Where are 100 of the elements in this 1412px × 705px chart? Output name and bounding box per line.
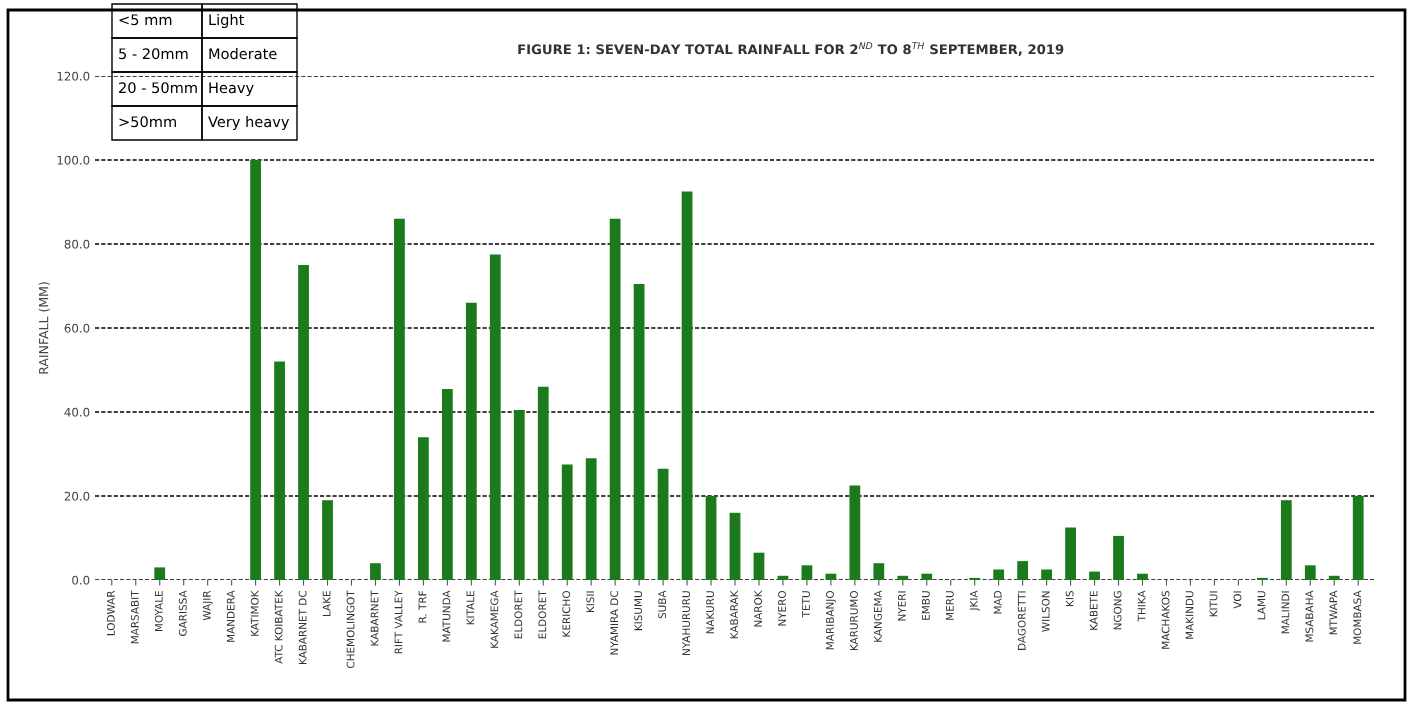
bar bbox=[1256, 577, 1268, 580]
x-tick-label: KARURUMO bbox=[849, 591, 858, 651]
x-tick-label: KABETE bbox=[1089, 591, 1098, 630]
x-tick-label: RIFT VALLEY bbox=[394, 590, 403, 654]
chart-title: FIGURE 1: SEVEN-DAY TOTAL RAINFALL FOR 2$^{ND}$ TO 8$^{TH}$ SEPTEMBER, 2019 bbox=[518, 42, 1064, 56]
y-tick-label: 60.0 bbox=[64, 323, 90, 333]
x-tick-label: VOI bbox=[1233, 591, 1242, 609]
x-tick-label: MSABAHA bbox=[1305, 590, 1314, 642]
x-tick-label: KABARNET bbox=[370, 590, 379, 646]
x-tick-label: KANGEMA bbox=[873, 590, 882, 642]
bar bbox=[441, 388, 453, 580]
x-tick-label: NYAMIRA DC bbox=[610, 590, 619, 655]
x-tick-label: MOYALE bbox=[154, 591, 163, 632]
bar bbox=[465, 302, 477, 580]
annotation: Very heavy bbox=[208, 115, 290, 131]
bar bbox=[993, 569, 1005, 580]
bar bbox=[1089, 571, 1100, 580]
bar bbox=[537, 386, 549, 580]
bar bbox=[1065, 527, 1076, 580]
x-tick-label: NYAHURURU bbox=[682, 591, 691, 656]
bar bbox=[394, 218, 405, 580]
bar bbox=[489, 254, 501, 580]
x-tick-label: LAMU bbox=[1257, 591, 1266, 620]
text: Light bbox=[209, 13, 245, 29]
text: 5 - 20mm bbox=[119, 48, 188, 60]
annotation: 20 - 50mm bbox=[119, 82, 197, 94]
x-tick-label: MACHAKOS bbox=[1161, 591, 1170, 649]
x-tick-label: WILSON bbox=[1041, 591, 1050, 632]
x-tick-label: MANDERA bbox=[226, 590, 235, 642]
bar bbox=[370, 563, 381, 580]
x-tick-label: NYERI bbox=[898, 591, 906, 621]
bar bbox=[609, 218, 621, 580]
x-tick-label: CHEMOLINGOT bbox=[346, 590, 355, 669]
x-tick-label: KATIMOK bbox=[250, 590, 259, 636]
x-tick-label: SUBA bbox=[658, 590, 667, 619]
bar bbox=[825, 573, 837, 580]
x-tick-label: GARISSA bbox=[178, 590, 187, 636]
x-tick-label: NYERO bbox=[778, 591, 786, 626]
bar bbox=[154, 567, 166, 580]
bar bbox=[873, 563, 885, 580]
x-tick-label: KABARAK bbox=[730, 590, 738, 639]
bar bbox=[705, 496, 717, 580]
x-tick-label: LODWAR bbox=[106, 590, 115, 636]
bar bbox=[250, 160, 261, 580]
text: Moderate bbox=[209, 47, 277, 60]
bar bbox=[322, 500, 333, 580]
x-tick-label: MARSABIT bbox=[130, 590, 139, 644]
x-tick-label: KISUMU bbox=[634, 591, 643, 631]
annotation: Heavy bbox=[209, 82, 254, 97]
x-tick-label: JKIA bbox=[969, 590, 980, 612]
x-tick-label: KIS bbox=[1065, 591, 1074, 606]
y-tick-label: 100.0 bbox=[57, 155, 90, 165]
x-tick-label: MAD bbox=[993, 591, 1002, 614]
bar bbox=[1113, 535, 1124, 580]
x-tick-label: MATUNDA bbox=[442, 590, 451, 642]
x-tick-label: NAKURU bbox=[706, 591, 715, 634]
bar bbox=[801, 565, 813, 580]
x-tick-label: DAGORETTI bbox=[1017, 591, 1026, 650]
y-tick-label: 80.0 bbox=[64, 239, 90, 249]
bar bbox=[1280, 500, 1292, 580]
bar bbox=[729, 512, 741, 580]
bar bbox=[681, 191, 693, 580]
x-tick-label: MTWAPA bbox=[1329, 590, 1338, 635]
bar bbox=[513, 409, 525, 580]
bar bbox=[298, 265, 309, 580]
x-tick-label: EMBU bbox=[922, 591, 930, 620]
x-tick-label: NGONG bbox=[1113, 591, 1122, 630]
bar bbox=[1137, 573, 1148, 580]
x-tick-label: TETU bbox=[802, 591, 810, 618]
x-tick-label: KERICHO bbox=[562, 591, 571, 637]
y-axis-title: RAINFALL (MM) bbox=[38, 282, 50, 374]
bar bbox=[969, 577, 981, 580]
x-tick-label: R. TRF bbox=[418, 591, 427, 623]
bar bbox=[1017, 561, 1029, 580]
x-tick-label: KAKAMEGA bbox=[490, 590, 499, 648]
x-tick-label: NAROK bbox=[754, 590, 762, 627]
x-tick-label: THIKA bbox=[1137, 590, 1146, 622]
annotation: >50mm bbox=[119, 116, 176, 128]
x-tick-label: MAKINDU bbox=[1185, 591, 1194, 639]
bar bbox=[753, 552, 765, 580]
x-tick-label: ELDORET bbox=[514, 590, 523, 639]
bar bbox=[1304, 565, 1316, 580]
bar bbox=[561, 464, 573, 580]
bar bbox=[418, 437, 429, 580]
bar bbox=[657, 468, 669, 580]
bar bbox=[274, 361, 285, 580]
x-tick-label: MERU bbox=[946, 591, 954, 620]
bar bbox=[921, 573, 933, 580]
x-tick-label: WAJIR bbox=[202, 590, 213, 621]
bar bbox=[585, 458, 597, 580]
x-tick-label: MOMBASA bbox=[1353, 590, 1362, 644]
x-tick-label: KITUI bbox=[1209, 591, 1218, 617]
x-tick-label: KABARNET DC bbox=[298, 590, 307, 665]
x-tick-label: MARIBANJO bbox=[826, 591, 836, 650]
y-tick-label: 20.0 bbox=[64, 491, 90, 501]
x-tick-label: MALINDI bbox=[1281, 591, 1290, 634]
bar bbox=[1352, 496, 1364, 580]
bar bbox=[1328, 575, 1340, 580]
x-tick-label: ELDORET bbox=[538, 590, 547, 639]
bar bbox=[849, 485, 861, 580]
